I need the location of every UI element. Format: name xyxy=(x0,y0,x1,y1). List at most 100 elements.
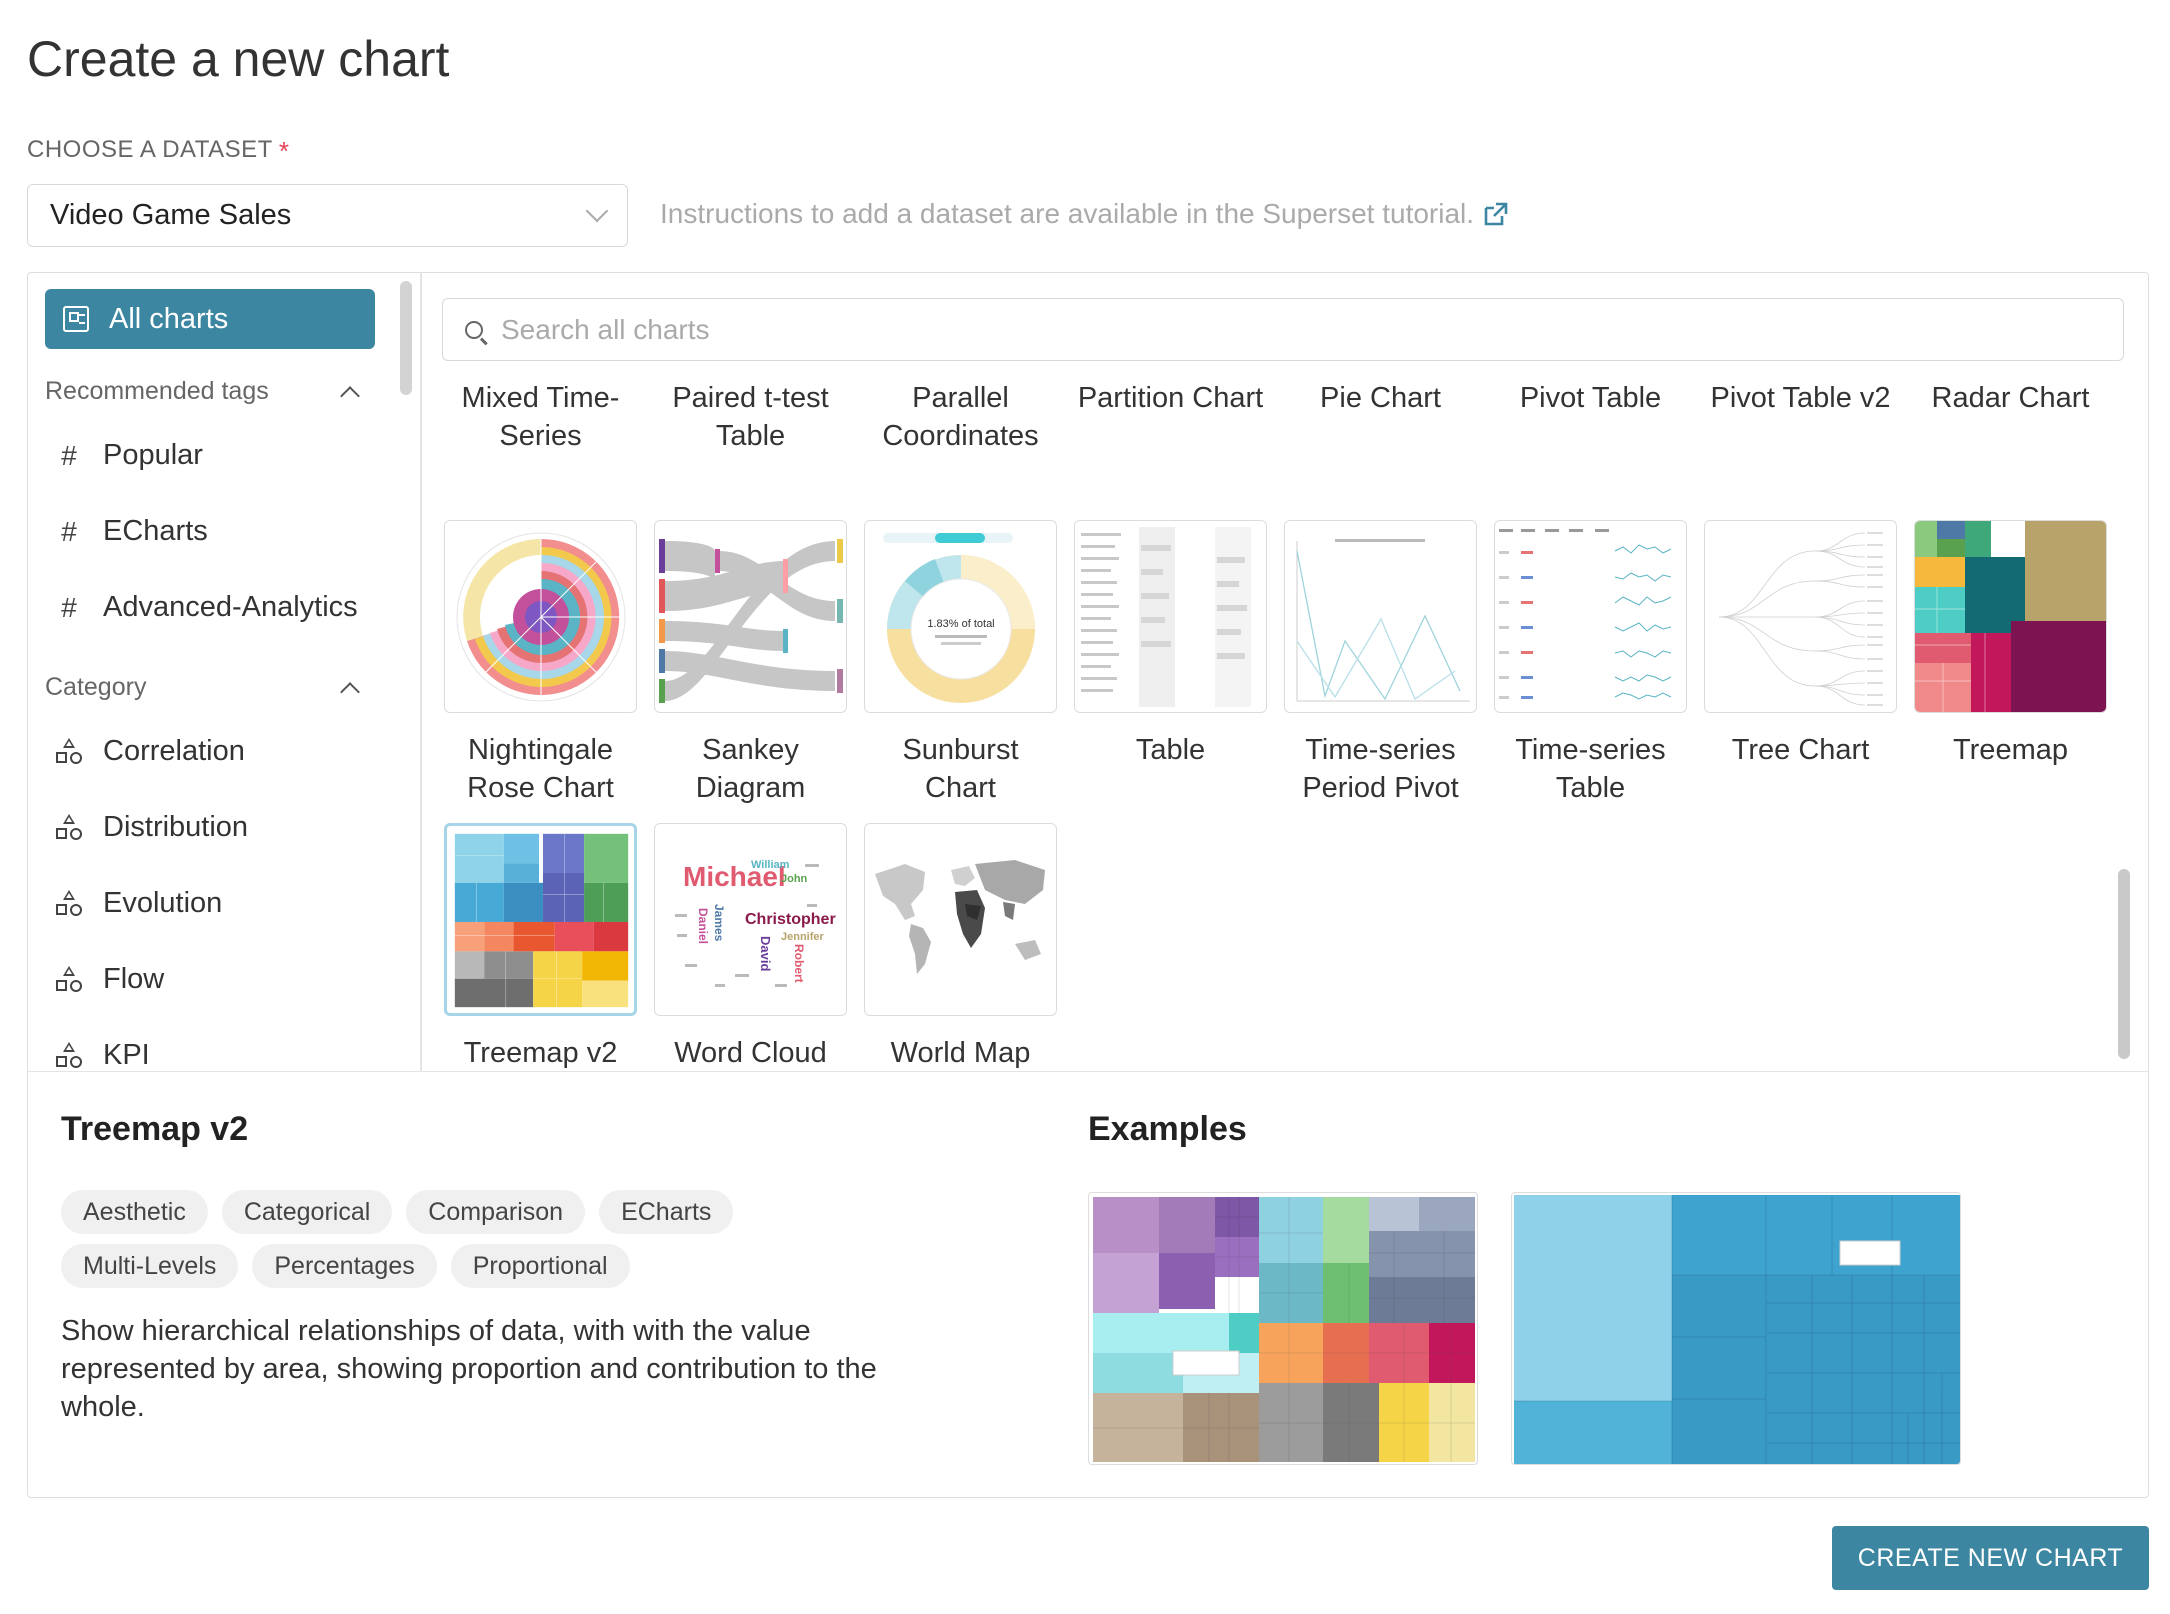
chevron-up-icon xyxy=(340,385,360,406)
shapes-icon xyxy=(55,1041,83,1070)
example-image-1[interactable] xyxy=(1088,1192,1478,1465)
chart-tile-label: World Map xyxy=(890,1037,1031,1069)
shapes-icon xyxy=(55,965,83,994)
chart-tile-label: Pivot Table v2 xyxy=(1710,382,1891,414)
sidebar-item-echarts[interactable]: # ECharts xyxy=(55,515,208,548)
chart-tile-label: Treemap xyxy=(1953,734,2068,766)
chart-tile-label: Partition Chart xyxy=(1077,382,1264,414)
word-cloud-word: Robert xyxy=(792,944,806,983)
hash-icon: # xyxy=(61,439,77,471)
chart-tile-label: Pivot Table xyxy=(1519,382,1662,414)
chart-tile-nightingale-rose-chart[interactable]: Nightingale Rose Chart xyxy=(444,520,637,807)
word-cloud-word: Daniel xyxy=(696,908,710,944)
tag-multi-levels[interactable]: Multi-Levels xyxy=(61,1244,239,1288)
word-cloud-word: James xyxy=(712,904,726,942)
chart-tile-label: Time-series Table xyxy=(1515,734,1666,804)
sidebar-item-correlation[interactable]: Correlation xyxy=(55,735,245,768)
tag-aesthetic[interactable]: Aesthetic xyxy=(61,1190,208,1234)
search-icon xyxy=(465,320,483,339)
tag-percentages[interactable]: Percentages xyxy=(252,1244,437,1288)
chart-tile-treemap-v2[interactable]: Treemap v2 xyxy=(444,823,637,1071)
tag-echarts[interactable]: ECharts xyxy=(599,1190,734,1234)
chart-tile-label: Parallel Coordinates xyxy=(882,382,1039,452)
chart-tile-label: Table xyxy=(1135,734,1206,766)
chart-tile-tree-chart[interactable]: Tree Chart xyxy=(1704,520,1897,769)
tag-categorical[interactable]: Categorical xyxy=(221,1190,393,1234)
chart-tile-treemap[interactable]: Treemap xyxy=(1914,520,2107,769)
gallery-scrollbar[interactable] xyxy=(2118,869,2130,1059)
dataset-select[interactable]: Video Game Sales xyxy=(27,184,628,247)
chart-tile-label: Nightingale Rose Chart xyxy=(467,734,614,804)
word-cloud-word: William xyxy=(751,859,790,871)
chart-tile-time-series-table[interactable]: Time-series Table xyxy=(1494,520,1687,807)
dataset-hint: Instructions to add a dataset are availa… xyxy=(660,198,1510,230)
chevron-up-icon xyxy=(340,681,360,702)
dashboard-icon xyxy=(63,306,89,332)
search-input[interactable] xyxy=(501,313,1994,346)
hash-icon: # xyxy=(61,591,77,623)
sidebar-item-evolution[interactable]: Evolution xyxy=(55,887,222,920)
chart-tile-time-series-period-pivot[interactable]: Time-series Period Pivot xyxy=(1284,520,1477,807)
chart-thumbnail xyxy=(864,823,1057,1016)
chart-tile-label: Treemap v2 xyxy=(463,1037,618,1069)
chart-description: Show hierarchical relationships of data,… xyxy=(61,1315,877,1423)
chevron-down-icon xyxy=(585,199,609,222)
word-cloud-word: John xyxy=(781,873,808,885)
word-cloud-word: David xyxy=(758,936,773,971)
chart-tile-label: Tree Chart xyxy=(1731,734,1870,766)
chart-thumbnail xyxy=(1074,520,1267,713)
chart-tile-label: Time-series Period Pivot xyxy=(1302,734,1459,804)
category-header[interactable]: Category xyxy=(45,673,375,702)
chart-tile-label: Mixed Time-Series xyxy=(461,382,620,452)
sidebar-scrollbar[interactable] xyxy=(400,281,412,395)
chart-thumbnail xyxy=(444,520,637,713)
chart-tile-word-cloud[interactable]: Michael Christopher David Jennifer Rober… xyxy=(654,823,847,1071)
chart-tile-sunburst-chart[interactable]: 1.83% of total Sunburst Chart xyxy=(864,520,1057,807)
example-image-2[interactable] xyxy=(1511,1192,1961,1465)
sidebar-item-distribution[interactable]: Distribution xyxy=(55,811,248,844)
chart-thumbnail xyxy=(1914,520,2107,713)
create-new-chart-button[interactable]: CREATE NEW CHART xyxy=(1832,1526,2149,1590)
shapes-icon xyxy=(55,737,83,766)
chart-tile-sankey-diagram[interactable]: Sankey Diagram xyxy=(654,520,847,807)
shapes-icon xyxy=(55,813,83,842)
chart-gallery-panel: All charts Recommended tags # Popular # EC… xyxy=(27,272,2149,1498)
word-cloud-word: Michael xyxy=(683,861,786,892)
word-cloud-word: Christopher xyxy=(745,911,836,928)
chart-thumbnail xyxy=(1494,520,1687,713)
sidebar-item-kpi[interactable]: KPI xyxy=(55,1039,150,1071)
chart-thumbnail xyxy=(1704,520,1897,713)
chart-thumbnail xyxy=(1284,520,1477,713)
dataset-select-value: Video Game Sales xyxy=(50,199,292,231)
hash-icon: # xyxy=(61,515,77,547)
tag-proportional[interactable]: Proportional xyxy=(450,1244,630,1288)
chart-tile-label: Sankey Diagram xyxy=(695,734,806,804)
chart-thumbnail: 1.83% of total xyxy=(864,520,1057,713)
sidebar-item-flow[interactable]: Flow xyxy=(55,963,164,996)
sunburst-center-label: 1.83% of total xyxy=(927,618,994,630)
divider xyxy=(420,273,422,1071)
sidebar-item-popular[interactable]: # Popular xyxy=(55,439,203,472)
chart-tile-label: Sunburst Chart xyxy=(902,734,1019,804)
chart-details: Treemap v2 Examples Aesthetic Categorical… xyxy=(28,1071,2148,1497)
tag-comparison[interactable]: Comparison xyxy=(406,1190,586,1234)
chart-tile-label: Pie Chart xyxy=(1320,382,1441,414)
dataset-label: CHOOSE A DATASET * xyxy=(27,136,290,166)
chart-tile-table[interactable]: Table xyxy=(1074,520,1267,769)
external-link-icon[interactable] xyxy=(1482,200,1510,228)
gallery-main: Mixed Time-Series Paired t-test Table Pa… xyxy=(422,273,2148,1071)
search-box xyxy=(442,298,2124,361)
page-title: Create a new chart xyxy=(27,31,450,87)
chart-thumbnail xyxy=(654,520,847,713)
word-cloud-word: Jennifer xyxy=(781,931,825,943)
sidebar-item-advanced-analytics[interactable]: # Advanced-Analytics xyxy=(55,591,357,624)
sidebar-item-all-charts[interactable]: All charts xyxy=(45,289,375,349)
shapes-icon xyxy=(55,889,83,918)
selected-chart-title: Treemap v2 xyxy=(61,1110,249,1148)
chart-thumbnail xyxy=(444,823,637,1016)
chart-tile-label: Radar Chart xyxy=(1931,382,2090,414)
chart-tile-world-map[interactable]: World Map xyxy=(864,823,1057,1071)
chart-tags: Aesthetic Categorical Comparison ECharts Mu… xyxy=(61,1190,781,1298)
recommended-tags-header[interactable]: Recommended tags xyxy=(45,377,375,406)
required-mark: * xyxy=(278,136,290,166)
